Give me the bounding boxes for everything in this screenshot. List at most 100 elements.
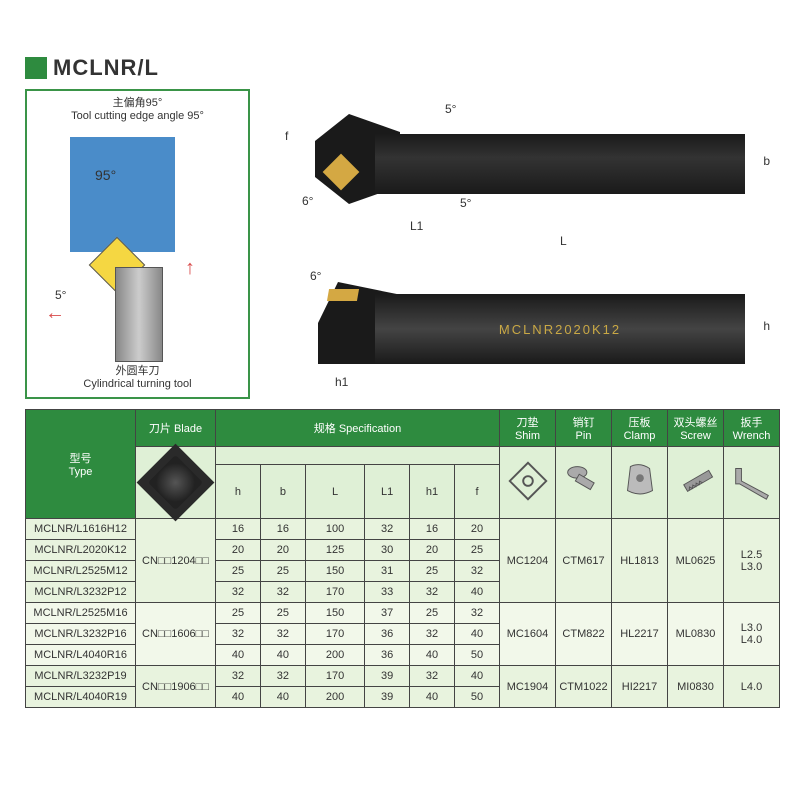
cell-L: 125 xyxy=(305,540,364,561)
dim-f: f xyxy=(285,129,288,143)
cell-L: 170 xyxy=(305,666,364,687)
cell-L: 200 xyxy=(305,645,364,666)
hdr-pin-en: Pin xyxy=(576,430,592,442)
tool-drawing: 5° f b 6° 5° L1 L 6° h1 h MCLNR2020K12 xyxy=(260,89,780,399)
cell-L: 200 xyxy=(305,687,364,708)
shim-icon xyxy=(504,457,552,505)
cell-type: MCLNR/L1616H12 xyxy=(26,519,136,540)
cell-h: 32 xyxy=(216,666,261,687)
cell-wrench: L2.5 L3.0 xyxy=(724,519,780,603)
cell-h: 20 xyxy=(216,540,261,561)
cell-h1: 16 xyxy=(410,519,455,540)
diagram-top-en: Tool cutting edge angle 95° xyxy=(71,110,204,122)
cell-shim: MC1604 xyxy=(500,603,556,666)
insert-side-icon xyxy=(327,289,359,301)
cell-f: 20 xyxy=(455,519,500,540)
diagram-top-cn: 主偏角95° xyxy=(113,97,163,109)
tool-body-top xyxy=(375,134,745,194)
cell-b: 32 xyxy=(260,582,305,603)
cell-b: 40 xyxy=(260,687,305,708)
wrench-icon xyxy=(728,457,776,505)
cell-screw: ML0830 xyxy=(668,603,724,666)
workpiece-block xyxy=(70,137,175,252)
cell-L: 170 xyxy=(305,624,364,645)
cell-h: 16 xyxy=(216,519,261,540)
cell-L1: 32 xyxy=(365,519,410,540)
cell-L1: 39 xyxy=(365,666,410,687)
hdr-spec-en: Specification xyxy=(339,423,401,435)
diagram-bottom-cn: 外圆车刀 xyxy=(116,365,160,377)
hdr-clamp-cn: 压板 xyxy=(629,417,651,429)
cell-blade: CN□□1906□□ xyxy=(136,666,216,708)
cell-screw: MI0830 xyxy=(668,666,724,708)
dim-5-top: 5° xyxy=(445,102,456,116)
cell-screw: ML0625 xyxy=(668,519,724,603)
cell-h: 32 xyxy=(216,582,261,603)
cell-type: MCLNR/L2020K12 xyxy=(26,540,136,561)
clamp-icon xyxy=(616,457,664,505)
cell-shim: MC1904 xyxy=(500,666,556,708)
cell-h1: 25 xyxy=(410,561,455,582)
cell-clamp: HL1813 xyxy=(612,519,668,603)
table-row: MCLNR/L3232P19CN□□1906□□3232170393240MC1… xyxy=(26,666,780,687)
dim-L1: L1 xyxy=(410,219,423,233)
blade-icon xyxy=(137,444,215,522)
cell-L: 150 xyxy=(305,561,364,582)
product-code: MCLNR/L xyxy=(53,55,159,81)
hdr-clamp-en: Clamp xyxy=(624,430,656,442)
cell-type: MCLNR/L4040R19 xyxy=(26,687,136,708)
angle-5-label: 5° xyxy=(55,288,66,302)
dim-h: h xyxy=(763,319,770,333)
cell-h: 25 xyxy=(216,561,261,582)
cell-wrench: L4.0 xyxy=(724,666,780,708)
cell-clamp: HL2217 xyxy=(612,603,668,666)
feed-arrow-left-icon: ← xyxy=(45,302,65,325)
cell-b: 25 xyxy=(260,603,305,624)
col-h: h xyxy=(216,465,261,519)
cell-b: 32 xyxy=(260,624,305,645)
cell-type: MCLNR/L3232P19 xyxy=(26,666,136,687)
col-f: f xyxy=(455,465,500,519)
cell-type: MCLNR/L4040R16 xyxy=(26,645,136,666)
cell-L: 100 xyxy=(305,519,364,540)
screw-icon xyxy=(672,457,720,505)
dim-6-left: 6° xyxy=(302,194,313,208)
dim-b: b xyxy=(763,154,770,168)
cell-blade: CN□□1204□□ xyxy=(136,519,216,603)
col-b: b xyxy=(260,465,305,519)
cell-f: 32 xyxy=(455,561,500,582)
feed-arrow-up-icon: ↑ xyxy=(185,257,195,280)
dim-5-right: 5° xyxy=(460,196,471,210)
angle-95-label: 95° xyxy=(95,167,116,183)
col-h1: h1 xyxy=(410,465,455,519)
cell-h: 25 xyxy=(216,603,261,624)
cell-h1: 25 xyxy=(410,603,455,624)
hdr-screw-en: Screw xyxy=(680,430,711,442)
table-row: MCLNR/L2525M16CN□□1606□□2525150372532MC1… xyxy=(26,603,780,624)
cell-L1: 36 xyxy=(365,645,410,666)
hdr-shim-cn: 刀垫 xyxy=(517,417,539,429)
cell-L: 170 xyxy=(305,582,364,603)
col-L: L xyxy=(305,465,364,519)
cell-f: 25 xyxy=(455,540,500,561)
hdr-blade-cn: 刀片 xyxy=(149,423,171,435)
cell-L1: 33 xyxy=(365,582,410,603)
cell-blade: CN□□1606□□ xyxy=(136,603,216,666)
cell-b: 16 xyxy=(260,519,305,540)
hdr-pin-cn: 销钉 xyxy=(573,417,595,429)
cell-pin: CTM822 xyxy=(556,603,612,666)
cell-L1: 37 xyxy=(365,603,410,624)
cell-b: 25 xyxy=(260,561,305,582)
hdr-wrench-cn: 扳手 xyxy=(741,417,763,429)
hdr-type-cn: 型号 xyxy=(70,453,92,465)
hdr-shim-en: Shim xyxy=(515,430,540,442)
cell-h1: 40 xyxy=(410,645,455,666)
tool-shaft xyxy=(115,267,163,362)
title-marker xyxy=(25,57,47,79)
hdr-wrench-en: Wrench xyxy=(733,430,771,442)
cell-f: 50 xyxy=(455,687,500,708)
hdr-type-en: Type xyxy=(69,466,93,478)
cell-h1: 32 xyxy=(410,582,455,603)
cell-L: 150 xyxy=(305,603,364,624)
cell-b: 40 xyxy=(260,645,305,666)
